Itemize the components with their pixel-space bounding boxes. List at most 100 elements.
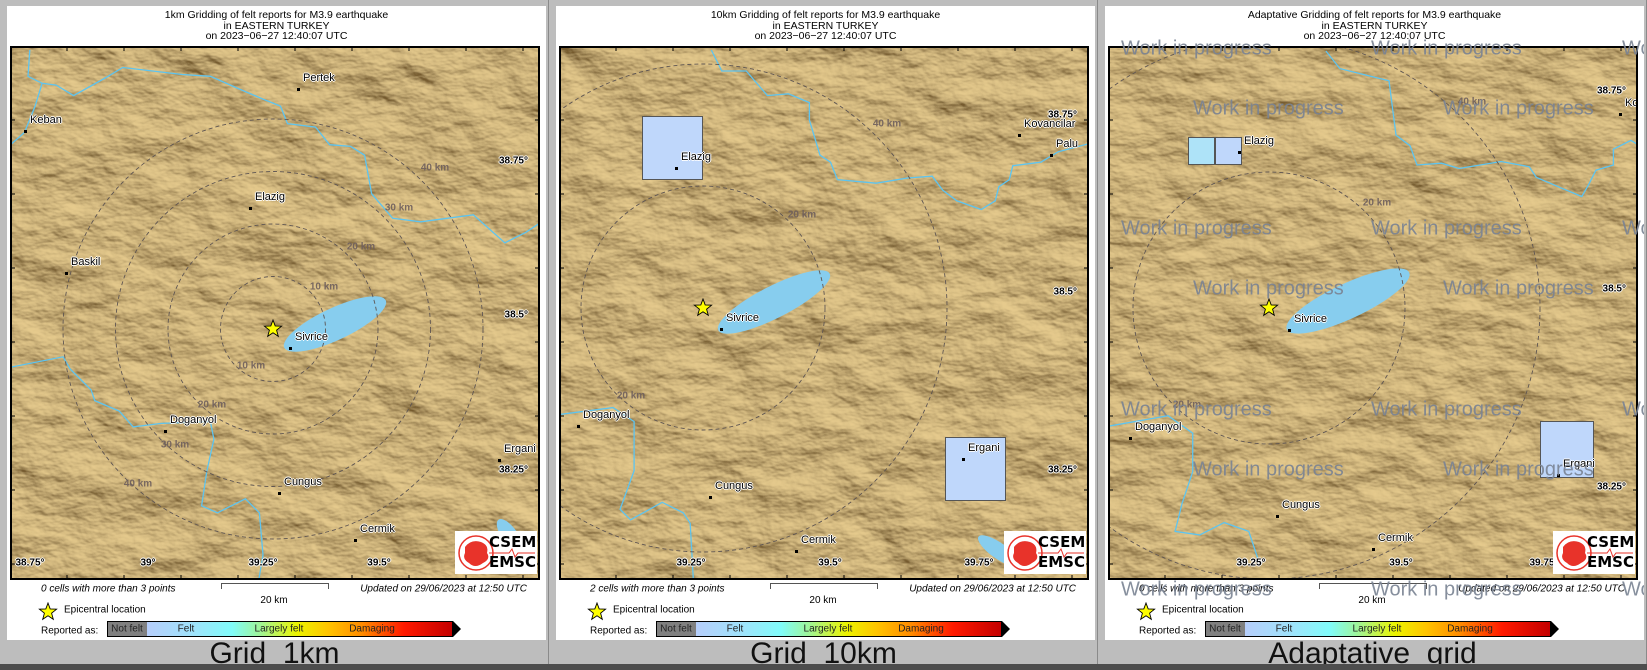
legend-star-icon — [1136, 602, 1156, 621]
map-title-line: on 2023−06−27 12:40:07 UTC — [205, 30, 348, 43]
panel-grid-10km: 10km Gridding of felt reports for M3.9 e… — [549, 0, 1098, 664]
distance-ring — [62, 118, 484, 540]
map-card: 1km Gridding of felt reports for M3.9 ea… — [7, 6, 546, 640]
distance-ring — [559, 63, 948, 553]
distance-label: 40 km — [1457, 96, 1487, 108]
bottom-border — [0, 664, 1647, 670]
lake-hazar — [1286, 268, 1410, 334]
river — [1325, 50, 1638, 198]
panel-caption: Adaptative_grid — [1268, 637, 1477, 664]
city-label: Sivrice — [726, 312, 760, 324]
city-marker — [1557, 474, 1560, 477]
felt-grid-cell[interactable] — [1540, 421, 1594, 478]
felt-grid-cell[interactable] — [945, 437, 1006, 501]
colorbar-label: Felt — [1275, 623, 1293, 635]
colorbar-arrow-icon — [1002, 621, 1010, 637]
scale-bar-label: 20 km — [809, 595, 837, 606]
latitude-label: 38.25° — [1047, 464, 1077, 476]
colorbar-label: Largely felt — [1352, 623, 1402, 635]
hillshade — [10, 46, 540, 580]
colorbar-label: Felt — [726, 623, 744, 635]
city-marker — [354, 539, 357, 542]
city-label: Elazig — [1244, 135, 1274, 147]
city-marker — [1372, 548, 1375, 551]
river — [1108, 415, 1260, 564]
longitude-label: 39.5° — [367, 557, 391, 569]
city-label: Cermik — [1378, 532, 1413, 544]
updated-timestamp: Updated on 29/06/2023 at 12:50 UTC — [909, 583, 1076, 595]
logo-text: EMSC — [1038, 553, 1085, 571]
longitude-label: 39.75° — [1529, 557, 1559, 569]
legend-star-icon — [38, 602, 58, 621]
logo-text: CSEM — [489, 533, 537, 551]
map-title-line: in EASTERN TURKEY — [1321, 19, 1428, 32]
latitude-label: 38.75° — [498, 155, 528, 167]
city-marker — [1288, 329, 1291, 332]
city-marker — [1276, 515, 1279, 518]
felt-grid-cell[interactable] — [642, 116, 703, 180]
lake-hazar — [283, 296, 387, 352]
longitude-label: 39.25° — [1236, 557, 1266, 569]
map-title-line: 1km Gridding of felt reports for M3.9 ea… — [164, 9, 389, 21]
work-in-progress-watermark: Work in progress — [1622, 578, 1644, 601]
city-label: Cermik — [801, 534, 836, 546]
map-view[interactable]: 10 km 10 km 20 km 20 km 30 km 30 km 40 km 40 km… — [10, 46, 540, 580]
updated-timestamp: Updated on 29/06/2023 at 12:50 UTC — [360, 583, 527, 595]
intensity-colorbar — [656, 621, 1002, 637]
map-view[interactable]: 20 km 20 km 40 km Elazig Sivrice Kovancilar Pa… — [559, 46, 1089, 580]
csem-emsc-logo: CSEM EMSC — [1553, 531, 1635, 574]
distance-label: 40 km — [420, 162, 450, 174]
panel-caption: Grid_1km — [209, 637, 340, 664]
distance-label: 10 km — [236, 360, 266, 372]
city-label: Kovancilar — [1024, 118, 1076, 130]
distance-label: 20 km — [197, 399, 227, 411]
latitude-label: 38.5° — [1602, 283, 1626, 295]
city-label: Palu — [1056, 138, 1079, 150]
city-label: Ergani — [504, 443, 536, 455]
colorbar-label: Felt — [177, 623, 195, 635]
longitude-label: 38.75° — [15, 557, 45, 569]
latitude-label: 38.5° — [1053, 286, 1077, 298]
longitude-label: 39.75° — [964, 557, 994, 569]
map-card: 10km Gridding of felt reports for M3.9 e… — [556, 6, 1095, 640]
city-label: Cungus — [1282, 499, 1320, 511]
map-title-line: in EASTERN TURKEY — [223, 19, 330, 32]
latitude-label: 38.75° — [1047, 109, 1077, 121]
city-marker — [1238, 151, 1241, 154]
city-marker — [1050, 154, 1053, 157]
city-label: Cungus — [284, 476, 322, 488]
logo-text: CSEM — [1038, 533, 1086, 551]
longitude-label: 39.25° — [676, 557, 706, 569]
longitude-label: 39° — [140, 557, 156, 569]
legend-reported-as: Reported as: — [41, 625, 99, 637]
distance-label: 40 km — [123, 478, 153, 490]
legend-epicenter-label: Epicentral location — [613, 604, 695, 616]
colorbar-label: Damaging — [898, 623, 944, 635]
longitude-label: 39.25° — [248, 557, 278, 569]
felt-grid-cell[interactable] — [1188, 137, 1215, 165]
distance-label: 10 km — [309, 281, 339, 293]
legend-epicenter-label: Epicentral location — [1162, 604, 1244, 616]
city-label: Sivrice — [295, 331, 329, 343]
panel-grid-1km: 1km Gridding of felt reports for M3.9 ea… — [0, 0, 549, 664]
panel-adaptative-grid: Adaptative Gridding of felt reports for … — [1098, 0, 1647, 664]
city-marker — [675, 167, 678, 170]
city-marker — [709, 496, 712, 499]
colorbar-label: Largely felt — [254, 623, 304, 635]
map-title-line: in EASTERN TURKEY — [772, 19, 879, 32]
distance-label: 20 km — [346, 241, 376, 253]
scale-bar-label: 20 km — [1358, 595, 1386, 606]
colorbar-label: Not felt — [660, 623, 692, 635]
river — [710, 49, 1089, 211]
city-marker — [720, 328, 723, 331]
hillshade — [1108, 46, 1638, 580]
felt-grid-cell[interactable] — [1215, 137, 1242, 165]
epicenter-star-icon — [263, 319, 283, 338]
map-view[interactable]: 20 km 20 km 40 km Elazig Sivrice Kovancilar Do… — [1108, 46, 1638, 580]
distance-label: 30 km — [384, 202, 414, 214]
hillshade — [559, 46, 1089, 580]
city-label: Doganyol — [170, 414, 217, 426]
latitude-label: 38.25° — [1596, 481, 1626, 493]
logo-text: EMSC — [489, 553, 536, 571]
distance-label: 20 km — [1172, 399, 1202, 411]
